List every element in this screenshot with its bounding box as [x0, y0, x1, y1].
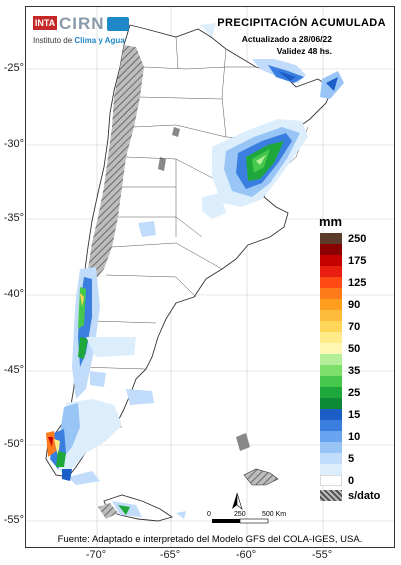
validity-text: Validez 48 hs.: [276, 46, 332, 56]
legend-swatch: [320, 475, 342, 486]
updated-text: Actualizado a 28/06/22: [241, 34, 332, 44]
inta-logo: INTA: [33, 16, 57, 30]
precipitation-map: [26, 7, 394, 547]
map-frame: INTA CIRN Instituto de Clima y Agua PREC…: [25, 6, 395, 548]
lon-tick: -65°: [159, 549, 181, 561]
legend-swatch: [320, 299, 342, 310]
legend-swatch: [320, 387, 342, 398]
legend-swatch: [320, 409, 342, 420]
legend-swatch: [320, 376, 342, 387]
legend-swatch: [320, 321, 342, 332]
legend-swatch: [320, 431, 342, 442]
legend-label: 35: [348, 364, 361, 377]
legend-label: 250: [348, 232, 367, 245]
waves-icon: [107, 17, 129, 31]
legend-label: 70: [348, 320, 361, 333]
legend-swatch: [320, 233, 342, 244]
andes-nodata: [88, 45, 144, 279]
legend-swatch: [320, 453, 342, 464]
scale-label-0: 0: [207, 511, 211, 518]
institute-logo: INTA CIRN Instituto de Clima y Agua: [33, 14, 133, 54]
malvinas-islands: [243, 468, 279, 486]
legend-label: 25: [348, 386, 361, 399]
legend-label: s/dato: [348, 489, 381, 502]
legend-swatch: [320, 464, 342, 475]
legend-label: 15: [348, 408, 361, 421]
legend-label: 90: [348, 298, 361, 311]
precip-area: [86, 337, 136, 357]
nodata-patch: [172, 127, 180, 137]
north-arrow-icon: [212, 492, 269, 524]
precip-area: [256, 155, 266, 165]
precip-area: [202, 193, 226, 219]
map-title: PRECIPITACIÓN ACUMULADA: [217, 17, 386, 29]
legend-swatch: [320, 277, 342, 288]
lat-tick: -40°: [3, 288, 24, 300]
legend-swatch: [320, 288, 342, 299]
scale-label-250: 250: [234, 511, 246, 518]
precip-area: [126, 389, 154, 405]
tierra-del-fuego: [103, 494, 174, 522]
precip-area: [118, 505, 130, 515]
cirn-logo: CIRN: [59, 14, 105, 33]
legend-swatch: [320, 266, 342, 277]
legend-swatch: [320, 332, 342, 343]
legend-swatch: [320, 354, 342, 365]
lat-tick: -55°: [3, 514, 24, 526]
scale-label-500: 500 Km: [262, 511, 287, 518]
legend-label: 5: [348, 452, 355, 465]
legend-swatch: [320, 244, 342, 255]
precip-area: [176, 511, 186, 519]
precip-area: [78, 337, 88, 359]
lat-tick: -45°: [3, 364, 24, 376]
legend-label: 10: [348, 430, 361, 443]
legend-label: 50: [348, 342, 361, 355]
precip-area: [278, 71, 296, 81]
legend-swatch: [320, 442, 342, 453]
lat-tick: -35°: [3, 212, 24, 224]
legend-label: 175: [348, 254, 367, 267]
precip-area: [56, 451, 66, 467]
legend-label: 125: [348, 276, 367, 289]
source-note: Fuente: Adaptado e interpretado del Mode…: [57, 534, 363, 545]
legend-swatch: [320, 490, 342, 501]
precip-area: [62, 469, 72, 481]
lon-tick: -60°: [235, 549, 257, 561]
legend-swatch: [320, 310, 342, 321]
scale-bar: 0 250 500 Km: [202, 491, 312, 531]
nodata-patch: [158, 157, 166, 171]
legend-label: 0: [348, 474, 355, 487]
legend-swatch: [320, 365, 342, 376]
nodata-patch: [236, 433, 250, 451]
legend-swatch: [320, 398, 342, 409]
legend-swatch: [320, 255, 342, 266]
precip-area: [200, 23, 216, 37]
precip-area: [78, 287, 86, 329]
legend-unit: mm: [319, 214, 343, 229]
lon-tick: -55°: [311, 549, 333, 561]
precip-area: [90, 371, 106, 387]
precip-area: [138, 221, 156, 237]
precip-area: [68, 471, 100, 485]
nodata-patch: [98, 503, 118, 519]
lon-tick: -70°: [85, 549, 107, 561]
legend-swatch: [320, 420, 342, 431]
lat-tick: -25°: [3, 62, 24, 74]
logo-subtitle: Instituto de Clima y Agua: [33, 36, 125, 45]
precip-area: [48, 437, 53, 447]
precip-area: [326, 77, 338, 91]
lat-tick: -50°: [3, 438, 24, 450]
legend-swatch: [320, 343, 342, 354]
lat-tick: -30°: [3, 138, 24, 150]
precip-area: [80, 293, 84, 307]
